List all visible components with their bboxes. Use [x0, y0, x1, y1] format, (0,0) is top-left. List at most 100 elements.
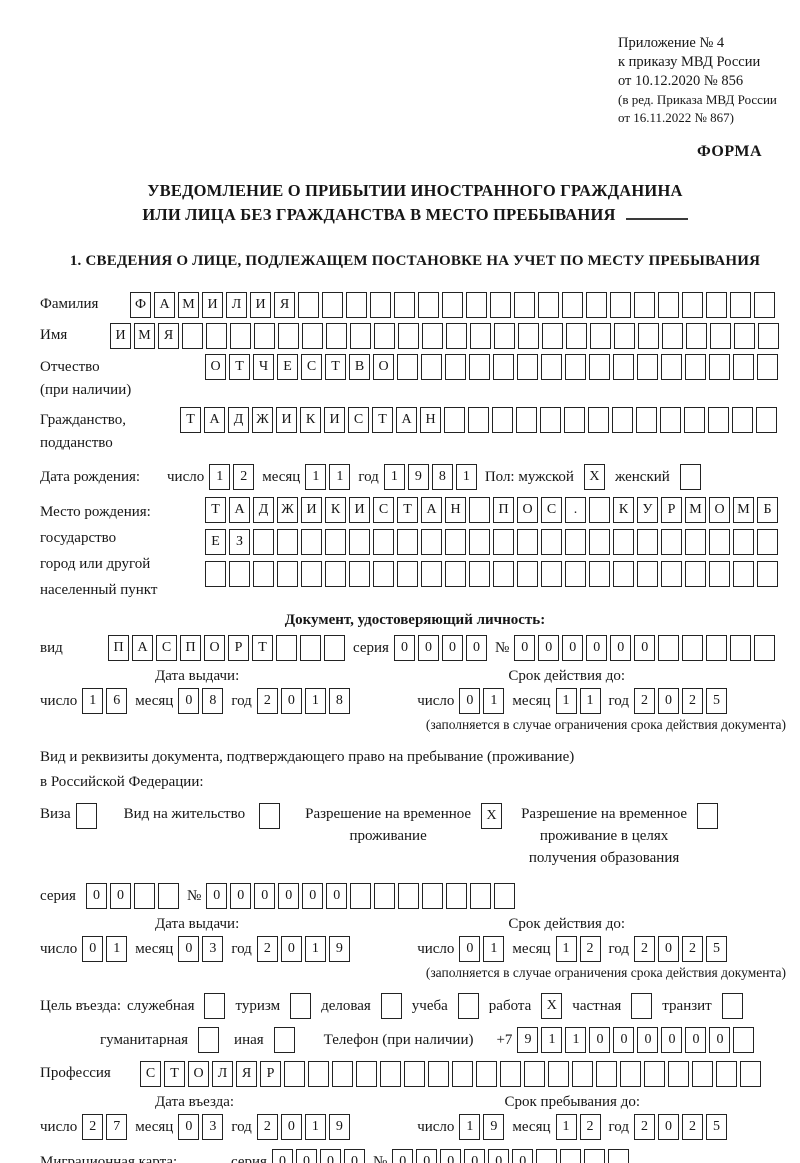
char-cell[interactable] [356, 1061, 377, 1087]
visa-checkbox[interactable] [75, 803, 97, 829]
char-cell[interactable] [637, 354, 658, 380]
char-cell[interactable] [684, 407, 705, 433]
purpose-work-checkbox[interactable]: X [541, 993, 563, 1019]
char-cell[interactable]: И [301, 497, 322, 523]
char-cell[interactable] [493, 354, 514, 380]
char-cell[interactable] [730, 635, 752, 661]
char-cell[interactable] [300, 635, 321, 661]
char-cell[interactable]: 0 [459, 688, 481, 714]
char-cell[interactable] [493, 529, 514, 555]
char-cell[interactable] [661, 354, 682, 380]
char-cell[interactable]: М [685, 497, 706, 523]
char-cell[interactable] [500, 1061, 521, 1087]
char-cell[interactable] [562, 292, 583, 318]
char-cell[interactable] [682, 635, 704, 661]
char-cell[interactable]: О [204, 635, 225, 661]
char-cell[interactable] [446, 883, 468, 909]
char-cell[interactable] [757, 529, 778, 555]
char-cell[interactable]: И [324, 407, 345, 433]
char-cell[interactable] [492, 407, 513, 433]
char-cell[interactable] [374, 883, 396, 909]
char-cell[interactable] [493, 561, 514, 587]
char-cell[interactable]: 2 [682, 1114, 703, 1140]
char-cell[interactable] [308, 1061, 329, 1087]
char-cell[interactable] [524, 1061, 545, 1087]
char-cell[interactable] [494, 883, 516, 909]
char-cell[interactable]: Т [229, 354, 250, 380]
char-cell[interactable]: 0 [637, 1027, 659, 1053]
purpose-tourism-checkbox[interactable] [290, 993, 312, 1019]
char-cell[interactable] [349, 561, 370, 587]
char-cell[interactable] [754, 292, 775, 318]
char-cell[interactable]: А [421, 497, 442, 523]
char-cell[interactable] [157, 883, 179, 909]
char-cell[interactable] [442, 292, 463, 318]
char-cell[interactable]: М [134, 323, 155, 349]
char-cell[interactable] [634, 292, 655, 318]
char-cell[interactable]: 5 [706, 936, 727, 962]
char-cell[interactable]: 0 [417, 635, 439, 661]
char-cell[interactable] [613, 529, 634, 555]
char-cell[interactable]: 0 [658, 688, 679, 714]
char-cell[interactable]: И [349, 497, 370, 523]
char-cell[interactable]: 1 [304, 1114, 326, 1140]
char-cell[interactable]: 0 [280, 936, 302, 962]
char-cell[interactable]: Ф [130, 292, 151, 318]
char-cell[interactable]: Б [757, 497, 778, 523]
char-cell[interactable] [584, 1149, 606, 1163]
char-cell[interactable] [428, 1061, 449, 1087]
char-cell[interactable]: 0 [512, 1149, 534, 1163]
char-cell[interactable]: 0 [343, 1149, 365, 1163]
char-cell[interactable] [324, 635, 345, 661]
char-cell[interactable] [692, 1061, 713, 1087]
char-cell[interactable] [397, 561, 418, 587]
char-cell[interactable] [733, 561, 754, 587]
char-cell[interactable] [572, 1061, 593, 1087]
char-cell[interactable] [668, 1061, 689, 1087]
char-cell[interactable] [685, 561, 706, 587]
char-cell[interactable] [686, 323, 707, 349]
char-cell[interactable] [756, 407, 777, 433]
char-cell[interactable] [734, 323, 755, 349]
char-cell[interactable] [548, 1061, 569, 1087]
char-cell[interactable] [589, 561, 610, 587]
char-cell[interactable] [518, 323, 539, 349]
char-cell[interactable]: 0 [178, 936, 200, 962]
char-cell[interactable]: 1 [579, 688, 601, 714]
char-cell[interactable]: 3 [202, 1114, 224, 1140]
char-cell[interactable]: С [373, 497, 394, 523]
char-cell[interactable] [710, 323, 731, 349]
char-cell[interactable] [452, 1061, 473, 1087]
sex-female-checkbox[interactable] [679, 464, 701, 490]
char-cell[interactable]: 0 [393, 635, 415, 661]
char-cell[interactable] [277, 529, 298, 555]
char-cell[interactable] [445, 354, 466, 380]
char-cell[interactable]: Л [226, 292, 247, 318]
char-cell[interactable] [589, 529, 610, 555]
char-cell[interactable]: П [108, 635, 129, 661]
char-cell[interactable] [588, 407, 609, 433]
purpose-study-checkbox[interactable] [457, 993, 479, 1019]
char-cell[interactable] [620, 1061, 641, 1087]
char-cell[interactable] [658, 292, 679, 318]
char-cell[interactable] [370, 292, 391, 318]
char-cell[interactable]: 1 [541, 1027, 563, 1053]
char-cell[interactable] [565, 529, 586, 555]
char-cell[interactable]: М [178, 292, 199, 318]
char-cell[interactable]: 2 [579, 1114, 601, 1140]
char-cell[interactable]: 1 [455, 464, 477, 490]
char-cell[interactable]: С [156, 635, 177, 661]
char-cell[interactable] [709, 561, 730, 587]
char-cell[interactable] [302, 323, 323, 349]
char-cell[interactable] [421, 561, 442, 587]
char-cell[interactable] [596, 1061, 617, 1087]
char-cell[interactable]: 2 [256, 1114, 278, 1140]
char-cell[interactable]: 1 [555, 936, 577, 962]
char-cell[interactable]: С [348, 407, 369, 433]
char-cell[interactable] [326, 323, 347, 349]
char-cell[interactable]: 0 [392, 1149, 414, 1163]
char-cell[interactable] [614, 323, 635, 349]
char-cell[interactable] [565, 561, 586, 587]
char-cell[interactable]: 1 [383, 464, 405, 490]
char-cell[interactable]: 1 [483, 936, 505, 962]
